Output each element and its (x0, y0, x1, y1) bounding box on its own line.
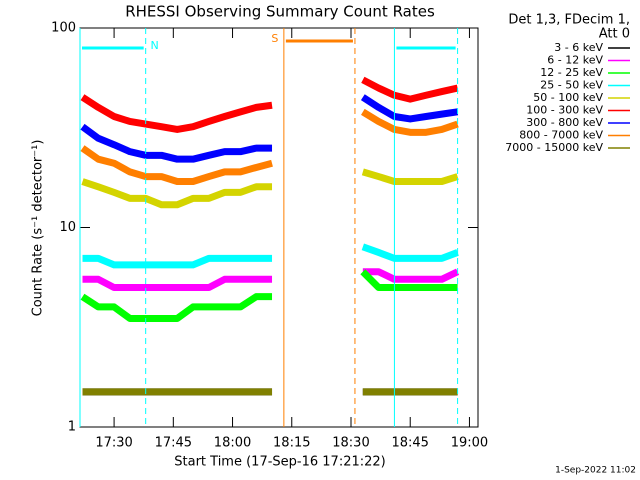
series-line (80, 76, 459, 133)
series-line (81, 168, 459, 209)
legend-label: 3 - 6 keV (554, 41, 603, 54)
legend-label: 12 - 25 keV (540, 66, 603, 79)
series-line (82, 268, 460, 292)
legend-header: Det 1,3, FDecim 1, (508, 13, 630, 28)
series-line (80, 94, 459, 163)
x-tick-label: 19:00 (451, 436, 488, 451)
interval-label: S (271, 32, 278, 45)
y-tick-label: 1 (68, 420, 76, 435)
legend-label: 300 - 800 keV (526, 116, 603, 129)
chart-title: RHESSI Observing Summary Count Rates (125, 3, 435, 21)
legend-header: Att 0 (599, 27, 630, 42)
timestamp: 1-Sep-2022 11:02 (555, 466, 636, 476)
legend-label: 100 - 300 keV (526, 104, 603, 117)
series-line (80, 269, 458, 322)
x-tick-label: 18:15 (273, 436, 310, 451)
y-tick-label: 10 (59, 220, 76, 235)
x-tick-label: 18:45 (391, 436, 428, 451)
x-tick-label: 17:30 (95, 436, 132, 451)
x-tick-label: 18:00 (214, 436, 251, 451)
interval-label: N (151, 39, 159, 52)
legend-label: 25 - 50 keV (540, 79, 603, 92)
x-tick-label: 17:45 (155, 436, 192, 451)
x-axis-label: Start Time (17-Sep-16 17:21:22) (174, 455, 385, 470)
series-line (80, 108, 459, 186)
legend-label: 6 - 12 keV (547, 54, 603, 67)
y-axis-label: Count Rate (s⁻¹ detector⁻¹) (31, 140, 46, 317)
legend-label: 50 - 100 keV (533, 91, 603, 104)
x-tick-label: 18:30 (332, 436, 369, 451)
y-tick-label: 100 (51, 21, 76, 36)
legend-label: 7000 - 15000 keV (505, 141, 603, 154)
series-line (82, 243, 459, 269)
legend-label: 800 - 7000 keV (519, 129, 603, 142)
